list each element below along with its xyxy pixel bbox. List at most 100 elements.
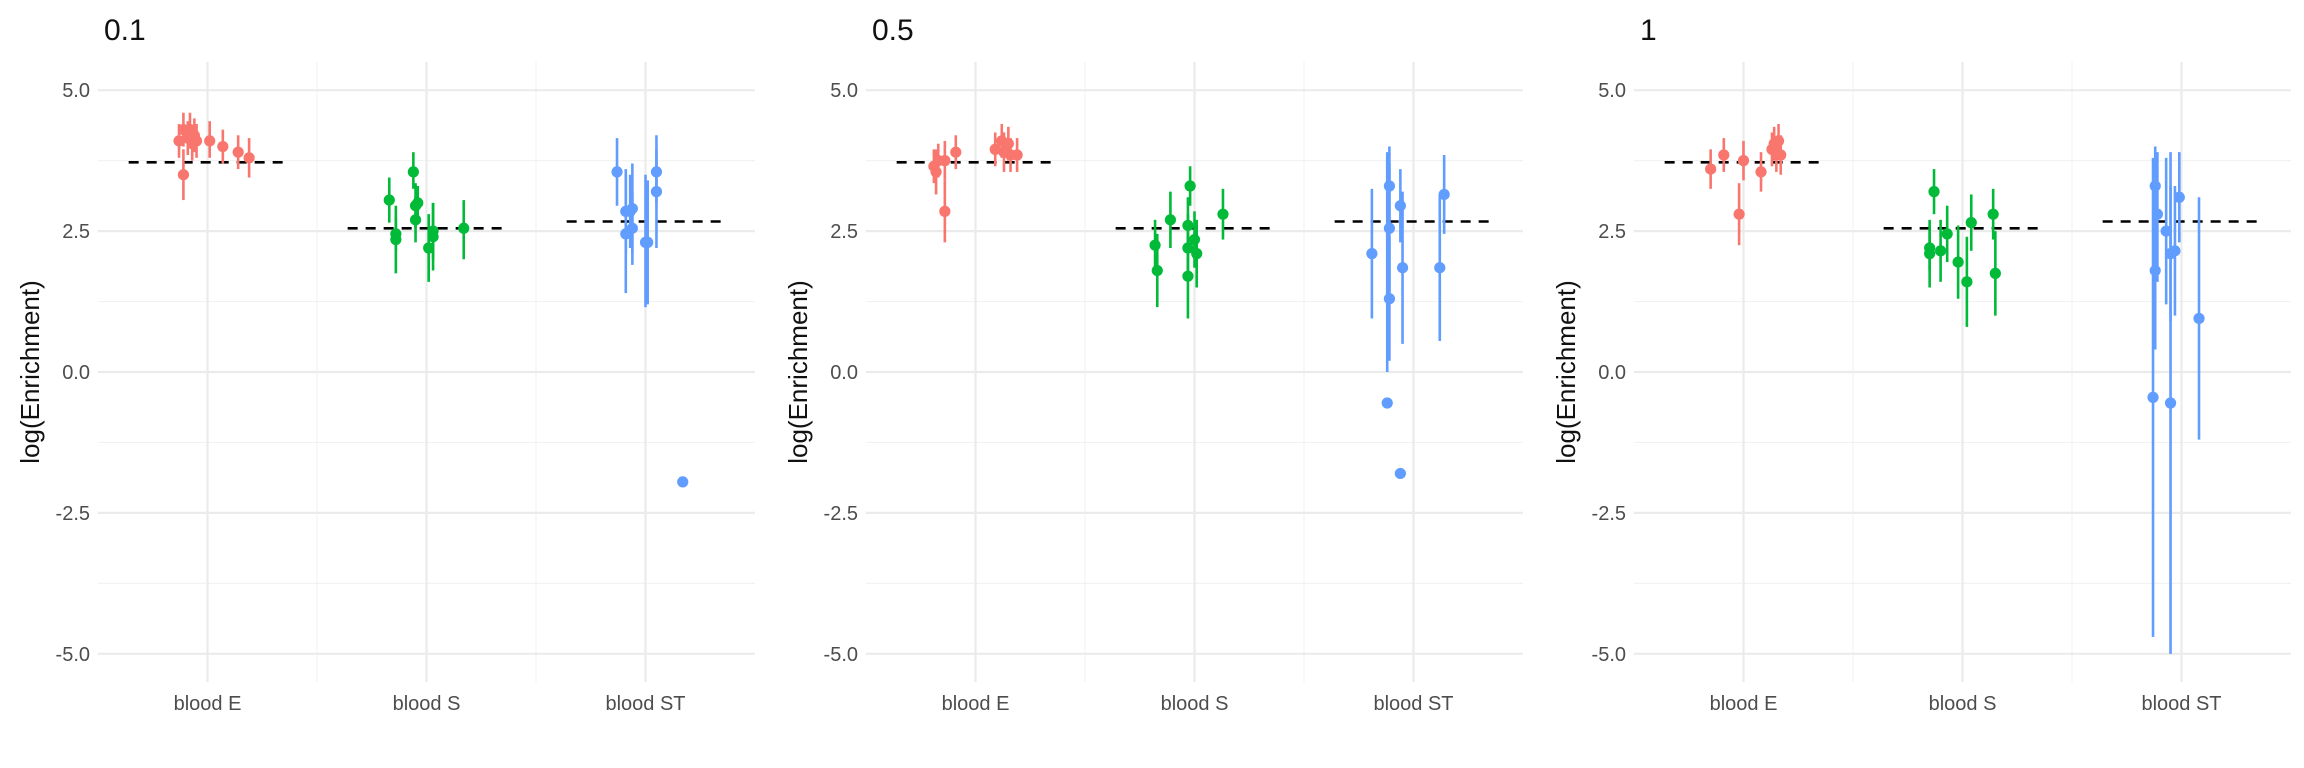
data-point [1151, 264, 1163, 277]
data-point [2169, 245, 2181, 257]
data-point [2164, 397, 2177, 409]
x-tick-label: blood S [393, 693, 461, 715]
data-point [409, 214, 422, 226]
x-tick-label: blood ST [2141, 693, 2221, 715]
data-point [390, 233, 402, 246]
data-point [412, 197, 424, 209]
y-tick-label: 5.0 [830, 80, 858, 102]
y-tick-label: 2.5 [62, 221, 90, 243]
data-point [383, 194, 395, 206]
y-tick-label: -2.5 [824, 503, 858, 525]
data-point [190, 135, 203, 147]
data-point [1755, 166, 1767, 178]
data-point [1366, 248, 1378, 260]
data-point [2149, 180, 2161, 192]
data-point [1164, 214, 1177, 226]
x-tick-label: blood E [942, 693, 1010, 715]
data-point [1396, 262, 1409, 274]
data-point [1733, 208, 1745, 220]
data-point [407, 166, 419, 178]
data-point [1718, 149, 1730, 161]
data-point [1924, 248, 1936, 260]
data-point [1987, 208, 1999, 220]
y-tick-label: -5.0 [1592, 644, 1626, 666]
data-point [950, 146, 962, 158]
chart-panel-3: 5.0 2.5 0.0 -2.5 -5.0 blood E blood S blood ST 1… [1551, 14, 2291, 715]
data-point [1705, 163, 1717, 175]
data-point [2193, 312, 2205, 325]
y-tick-label: 5.0 [1598, 80, 1626, 102]
panel-title: 0.5 [872, 14, 914, 47]
y-tick-label: -2.5 [56, 503, 90, 525]
y-tick-label: 2.5 [1598, 221, 1626, 243]
data-point [989, 143, 1001, 155]
data-point [1941, 228, 1953, 240]
data-point [243, 152, 255, 164]
data-point [939, 155, 951, 167]
y-tick-label: -5.0 [824, 644, 858, 666]
x-tick-label: blood ST [605, 693, 685, 715]
y-axis-label: log(Enrichment) [1551, 280, 1581, 464]
y-tick-label: 0.0 [1598, 362, 1626, 384]
y-tick-label: 5.0 [62, 80, 90, 102]
data-point [1381, 397, 1393, 409]
y-tick-label: 0.0 [830, 362, 858, 384]
chart-panel-2: 5.0 2.5 0.0 -2.5 -5.0 blood E blood S blood ST 0… [783, 14, 1523, 715]
data-point [2151, 208, 2164, 220]
data-point [1191, 248, 1203, 260]
data-point [173, 135, 185, 147]
data-point [423, 242, 435, 254]
data-point [939, 205, 951, 217]
data-point [611, 166, 623, 178]
panel-title: 0.1 [104, 14, 146, 47]
panel-title: 1 [1640, 14, 1657, 47]
data-point [1184, 180, 1196, 192]
data-point [2160, 225, 2172, 237]
data-point [1737, 155, 1750, 167]
data-point [427, 225, 439, 237]
data-point [1989, 267, 2001, 279]
data-point [1182, 242, 1194, 254]
x-tick-label: blood E [1710, 693, 1778, 715]
data-point [1383, 180, 1396, 192]
y-tick-label: -2.5 [1592, 503, 1626, 525]
data-point [1935, 245, 1947, 257]
data-point [642, 236, 654, 248]
data-point [1383, 222, 1396, 234]
data-point [1438, 188, 1450, 201]
y-tick-label: -5.0 [56, 644, 90, 666]
data-point [2147, 391, 2159, 403]
data-point [677, 476, 689, 488]
data-point [1394, 467, 1406, 480]
y-axis-label: log(Enrichment) [783, 280, 813, 464]
data-point [1002, 138, 1014, 150]
x-tick-label: blood S [1929, 693, 1997, 715]
data-point [2173, 191, 2185, 203]
data-point [177, 169, 190, 181]
data-point [1961, 276, 1973, 288]
x-tick-label: blood E [174, 693, 242, 715]
y-tick-label: 2.5 [830, 221, 858, 243]
data-point [1434, 262, 1446, 274]
data-point [930, 166, 942, 178]
x-tick-label: blood ST [1373, 693, 1453, 715]
data-point [626, 222, 638, 234]
data-point [1149, 239, 1161, 251]
data-point [1188, 233, 1201, 246]
data-point [1952, 256, 1964, 268]
data-point [626, 202, 638, 215]
data-point [650, 166, 663, 178]
data-point [1182, 219, 1194, 232]
data-point [217, 140, 229, 153]
data-point [1775, 149, 1787, 161]
data-point [1394, 200, 1406, 212]
data-point [650, 186, 663, 198]
data-point [1772, 135, 1785, 147]
data-point [458, 222, 470, 234]
data-point [232, 146, 244, 158]
data-point [2149, 264, 2161, 277]
data-point [1011, 149, 1023, 161]
data-point [1217, 208, 1229, 220]
data-point [204, 135, 216, 147]
